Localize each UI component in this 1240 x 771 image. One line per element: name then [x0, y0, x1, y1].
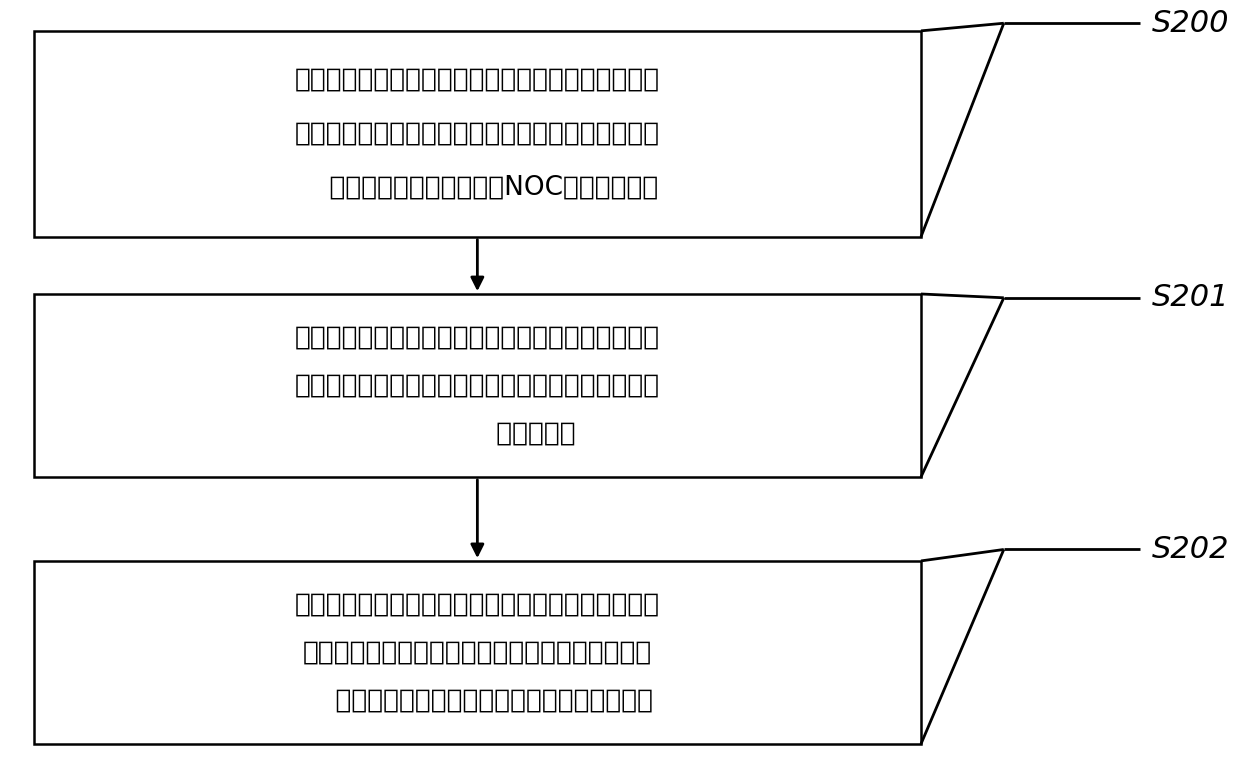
Text: 目的地地址，所述目的地地址为用于表征目标网络节: 目的地地址，所述目的地地址为用于表征目标网络节	[295, 121, 660, 146]
Text: 络节点根据预设的传播方向修改所述数据包中的所述: 络节点根据预设的传播方向修改所述数据包中的所述	[295, 372, 660, 399]
Text: S201: S201	[1152, 283, 1229, 312]
Text: 点，所述相邻的网络节点为新的第一网络节点: 点，所述相邻的网络节点为新的第一网络节点	[301, 688, 653, 714]
Bar	[33, 31, 921, 237]
Text: 所述第一网络节点将修改后的数据包按照所述预设的: 所述第一网络节点将修改后的数据包按照所述预设的	[295, 591, 660, 618]
Bar	[33, 561, 921, 744]
Bar	[33, 294, 921, 477]
Text: 第一网络节点接收数据包，其中，所述数据包中包含: 第一网络节点接收数据包，其中，所述数据包中包含	[295, 66, 660, 93]
Text: 传播方向发送给与所述第一网络节点相邻的网络节: 传播方向发送给与所述第一网络节点相邻的网络节	[303, 639, 652, 665]
Text: S200: S200	[1152, 8, 1229, 38]
Text: 响应于确定自身不是所述目标网络节点，所述第一网: 响应于确定自身不是所述目标网络节点，所述第一网	[295, 325, 660, 350]
Text: 点和所述第一网络节点在NOC中的相对位置: 点和所述第一网络节点在NOC中的相对位置	[296, 175, 658, 201]
Text: 目的地地址: 目的地地址	[379, 421, 575, 446]
Text: S202: S202	[1152, 535, 1229, 564]
